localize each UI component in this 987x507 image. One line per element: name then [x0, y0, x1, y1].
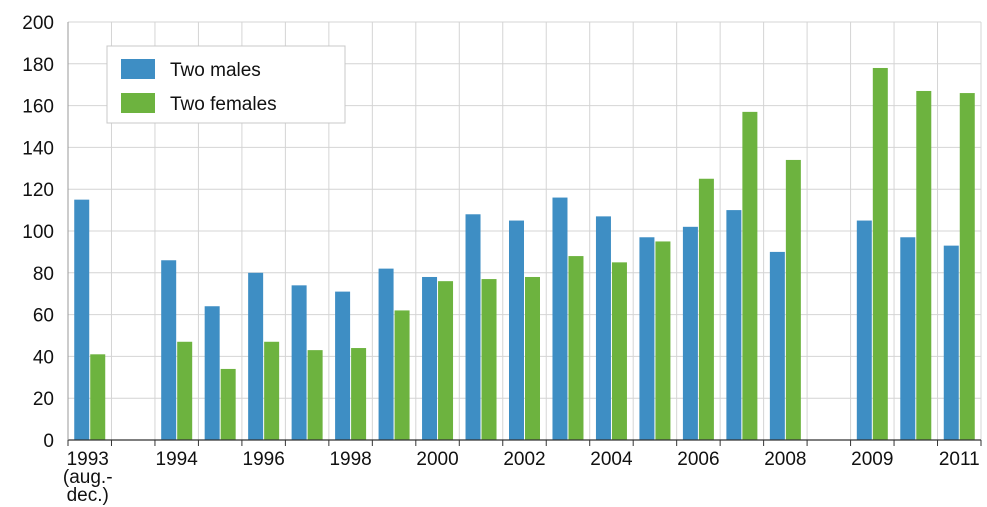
bar-two-males [900, 237, 916, 440]
legend: Two males Two females [106, 45, 346, 124]
y-tick-label: 200 [22, 13, 54, 34]
bar-two-males [161, 260, 177, 440]
bar-two-females [742, 111, 758, 441]
y-tick-label: 60 [33, 306, 54, 327]
bar-two-females [394, 310, 410, 440]
bar-two-females [220, 368, 236, 440]
bar-two-males [378, 268, 394, 440]
x-tick-label: 2009 [851, 449, 893, 470]
bar-two-males [639, 237, 655, 440]
x-tick-label: 2000 [416, 449, 458, 470]
bar-two-males [422, 276, 438, 440]
bar-two-females [655, 241, 671, 440]
x-tick-label: 1998 [329, 449, 371, 470]
bar-two-females [351, 348, 367, 440]
bar-two-females [481, 279, 497, 440]
y-tick-label: 120 [22, 180, 54, 201]
y-tick-label: 0 [43, 431, 54, 452]
x-tick-label: dec.) [67, 485, 109, 506]
bar-two-females [90, 354, 106, 440]
bars [74, 67, 975, 441]
x-tick-label: 2004 [590, 449, 633, 470]
bar-two-females [568, 256, 584, 440]
bar-two-females [916, 90, 932, 440]
bar-two-males [291, 285, 307, 440]
bar-two-males [595, 216, 611, 440]
bar-two-females [177, 341, 193, 440]
x-tick-label: 1993 [67, 449, 109, 470]
legend-label-two-females: Two females [170, 94, 277, 115]
y-tick-label: 40 [33, 347, 54, 368]
bar-two-females [872, 67, 888, 440]
bar-two-females [785, 159, 801, 440]
bar-two-males [335, 291, 351, 440]
bar-two-males [943, 245, 959, 440]
legend-swatch-two-females [121, 93, 155, 113]
y-tick-label: 140 [22, 138, 54, 159]
x-tick-label: 1996 [243, 449, 285, 470]
y-tick-label: 100 [22, 222, 54, 243]
y-tick-label: 180 [22, 55, 54, 76]
y-tick-label: 160 [22, 97, 54, 118]
bar-two-males [465, 214, 481, 440]
axes [67, 22, 982, 446]
bar-two-males [248, 272, 264, 440]
bar-two-males [682, 226, 698, 440]
bar-two-females [698, 178, 714, 440]
y-tick-label: 20 [33, 389, 54, 410]
bar-two-females [959, 93, 975, 440]
x-tick-label: 2002 [503, 449, 545, 470]
legend-swatch-two-males [121, 59, 155, 79]
bar-two-males [74, 199, 90, 440]
x-tick-label: (aug.- [63, 467, 113, 488]
bar-two-males [769, 251, 785, 440]
bar-two-males [552, 197, 568, 440]
bar-two-females [264, 341, 280, 440]
y-tick-label: 80 [33, 264, 54, 285]
x-tick-label: 2011 [939, 449, 980, 470]
x-tick-label: 2008 [764, 449, 806, 470]
bar-two-females [611, 262, 627, 440]
bar-two-males [204, 306, 220, 440]
bar-two-females [438, 281, 454, 440]
y-tick-labels: 0 20 40 60 80 100 120 140 160 180 200 [22, 13, 54, 452]
bar-two-males [726, 210, 742, 440]
bar-two-females [525, 276, 540, 440]
x-tick-label: 1994 [156, 449, 199, 470]
x-tick-label: 2006 [677, 449, 719, 470]
bar-two-females [307, 350, 323, 440]
bar-two-males [856, 220, 872, 440]
bar-two-males [509, 220, 524, 440]
legend-label-two-males: Two males [170, 60, 261, 81]
x-tick-labels: 1993(aug.-dec.) 1994 1996 1998 2000 2002 2004 2… [63, 449, 980, 506]
